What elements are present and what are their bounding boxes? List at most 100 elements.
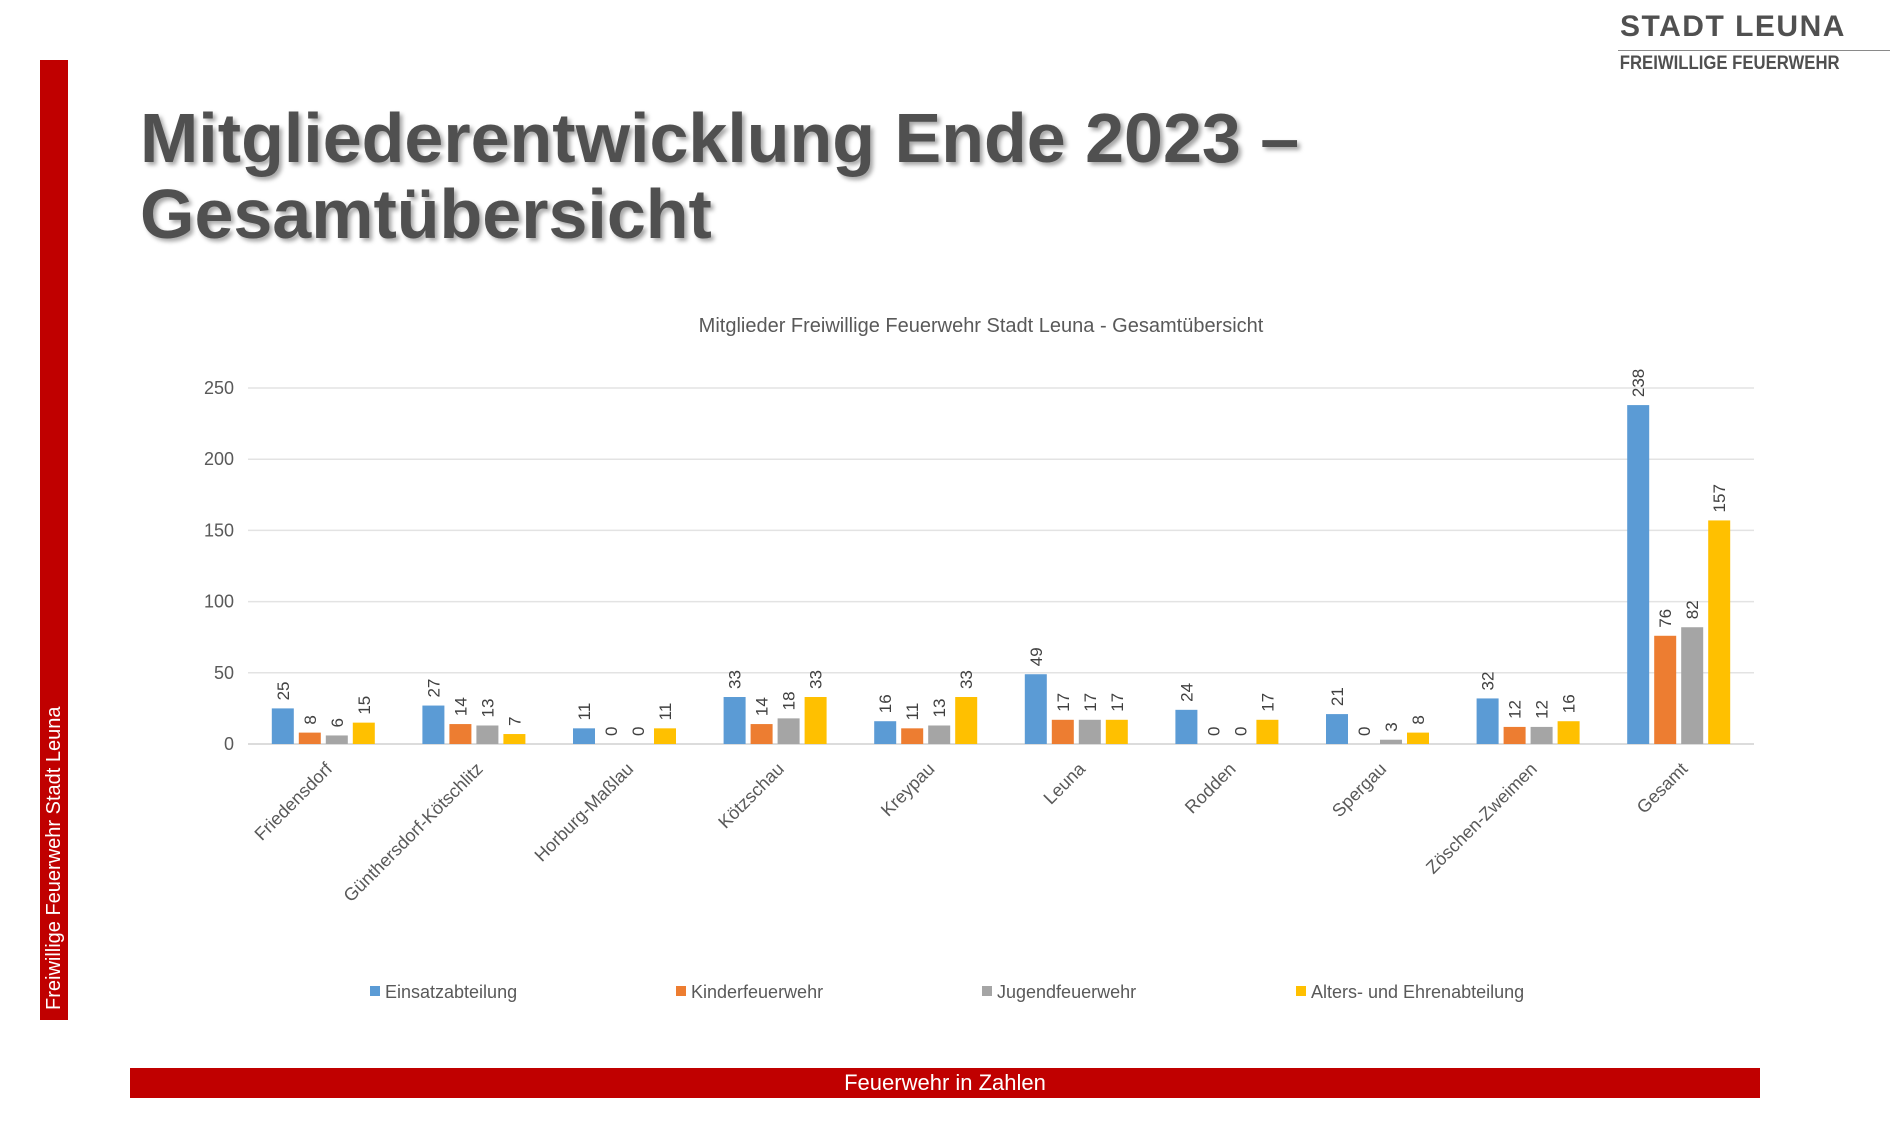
data-label: 238	[1629, 369, 1648, 397]
bar	[449, 724, 472, 744]
brand-divider	[1618, 50, 1890, 51]
bar	[1627, 405, 1650, 744]
data-label: 17	[1258, 693, 1277, 712]
data-label: 12	[1506, 700, 1525, 719]
bar	[1708, 520, 1731, 744]
data-label: 21	[1328, 687, 1347, 706]
data-label: 11	[656, 703, 675, 721]
legend-swatch	[1296, 986, 1306, 996]
bar	[1380, 739, 1402, 744]
bar	[777, 718, 800, 744]
data-label: 32	[1479, 672, 1498, 691]
brand-subtitle: FREIWILLIGE FEUERWEHR	[1619, 53, 1840, 74]
data-label: 33	[726, 670, 745, 689]
bar	[1503, 726, 1526, 744]
x-category-label: Spergau	[1328, 759, 1390, 821]
data-label: 16	[876, 694, 895, 713]
bar	[1476, 698, 1499, 744]
bar	[1530, 726, 1553, 744]
data-label: 17	[1081, 693, 1100, 712]
x-category-label: Friedensdorf	[251, 758, 337, 844]
data-label: 14	[753, 697, 772, 716]
bar	[325, 735, 348, 744]
y-tick-label: 100	[204, 592, 234, 612]
bar-chart: Mitglieder Freiwillige Feuerwehr Stadt L…	[204, 315, 1754, 1002]
legend-label: Einsatzabteilung	[385, 982, 517, 1002]
data-label: 18	[780, 691, 799, 710]
data-label: 8	[1409, 715, 1428, 724]
bar	[1654, 635, 1677, 744]
data-label: 15	[355, 696, 374, 715]
bar	[901, 728, 924, 744]
page-title: Mitgliederentwicklung Ende 2023 – Gesamt…	[140, 100, 1299, 252]
x-category-label: Horburg-Maßlau	[531, 759, 638, 866]
bar	[1256, 719, 1279, 744]
legend-label: Alters- und Ehrenabteilung	[1311, 982, 1524, 1002]
x-category-label: Günthersdorf-Kötschlitz	[340, 759, 487, 906]
bar	[422, 705, 445, 744]
data-label: 33	[807, 670, 826, 689]
bar	[1557, 721, 1580, 744]
y-tick-label: 150	[204, 520, 234, 540]
y-tick-label: 200	[204, 449, 234, 469]
bar	[476, 725, 499, 744]
bar	[804, 697, 827, 744]
bar	[352, 722, 375, 744]
data-label: 13	[930, 699, 949, 718]
bar	[723, 697, 746, 744]
y-tick-label: 50	[214, 663, 234, 683]
x-category-label: Kötzschau	[714, 759, 788, 833]
brand-title: STADT LEUNA	[1620, 10, 1846, 43]
data-label: 33	[957, 670, 976, 689]
data-label: 17	[1054, 693, 1073, 712]
x-category-label: Gesamt	[1633, 759, 1692, 818]
bar	[1105, 719, 1128, 744]
bar	[750, 724, 773, 744]
bar	[1175, 709, 1198, 744]
data-label: 16	[1560, 694, 1579, 713]
bar	[503, 734, 526, 744]
bar	[1681, 627, 1704, 744]
data-label: 3	[1382, 722, 1401, 731]
bar	[654, 728, 676, 744]
data-label: 24	[1177, 683, 1196, 702]
data-label: 6	[328, 718, 347, 727]
bar	[1024, 674, 1047, 744]
data-label: 49	[1027, 647, 1046, 666]
footer-bar: Feuerwehr in Zahlen	[130, 1068, 1760, 1098]
bar	[1051, 719, 1074, 744]
x-category-label: Leuna	[1040, 758, 1090, 808]
data-label: 27	[424, 679, 443, 698]
data-label: 0	[1231, 727, 1250, 736]
data-label: 12	[1533, 700, 1552, 719]
data-label: 76	[1656, 609, 1675, 628]
data-label: 11	[903, 703, 922, 721]
bar	[928, 725, 951, 744]
data-label: 82	[1683, 600, 1702, 619]
legend-swatch	[370, 986, 380, 996]
data-label: 13	[478, 699, 497, 718]
legend-swatch	[676, 986, 686, 996]
bar	[955, 697, 978, 744]
bar	[1078, 719, 1101, 744]
legend-label: Kinderfeuerwehr	[691, 982, 823, 1002]
y-tick-label: 250	[204, 378, 234, 398]
bar	[573, 728, 595, 744]
data-label: 0	[602, 727, 621, 736]
brand-logo: STADT LEUNA FREIWILLIGE FEUERWEHR	[1618, 10, 1890, 75]
sidebar-band	[40, 60, 68, 1020]
data-label: 25	[274, 681, 293, 700]
bar	[874, 721, 897, 744]
chart-title: Mitglieder Freiwillige Feuerwehr Stadt L…	[699, 315, 1264, 337]
x-category-label: Kreypau	[877, 759, 939, 821]
data-label: 7	[505, 717, 524, 726]
bar	[1326, 714, 1348, 744]
data-label: 11	[575, 703, 594, 721]
x-category-label: Rodden	[1181, 759, 1240, 818]
x-category-label: Zöschen-Zweimen	[1422, 759, 1541, 878]
data-label: 14	[451, 697, 470, 716]
data-label: 0	[1204, 727, 1223, 736]
legend-label: Jugendfeuerwehr	[997, 982, 1136, 1002]
data-label: 17	[1108, 693, 1127, 712]
bar	[271, 708, 294, 744]
